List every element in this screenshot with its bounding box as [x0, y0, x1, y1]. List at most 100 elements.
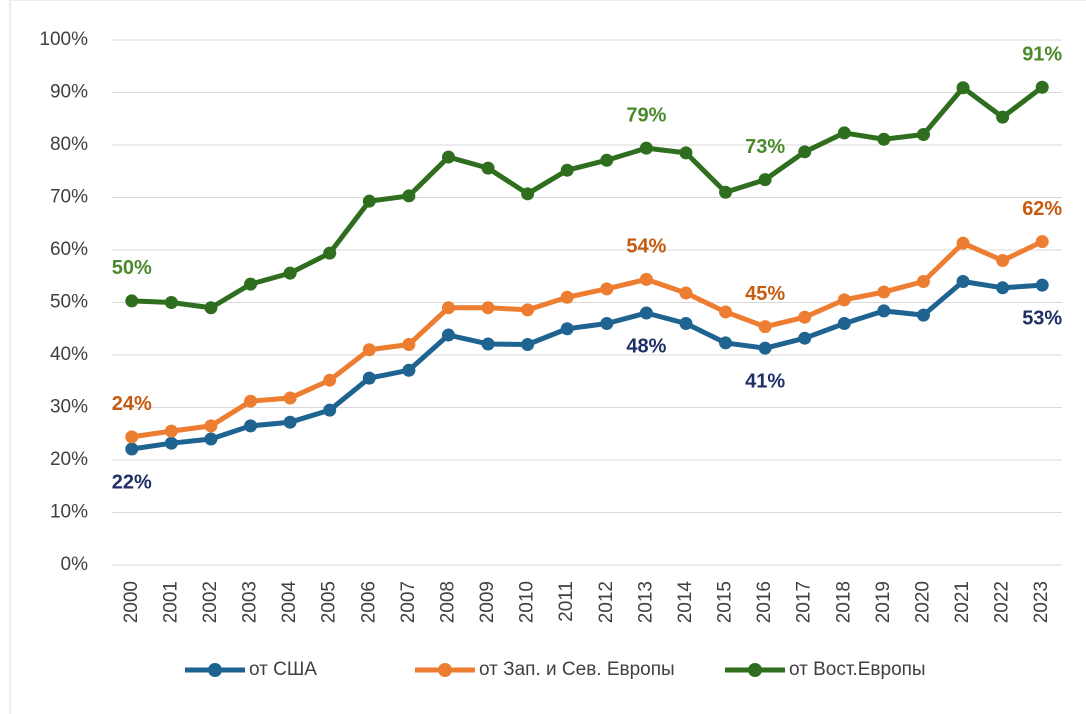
- x-tick-label: 2000: [121, 581, 142, 623]
- data-label: 48%: [626, 335, 666, 357]
- legend-marker: [438, 663, 452, 677]
- x-tick-label: 2020: [912, 581, 933, 623]
- x-tick-label: 2017: [794, 581, 815, 623]
- point: [956, 236, 970, 250]
- point: [323, 246, 337, 260]
- point: [1035, 80, 1049, 94]
- x-tick-label: 2011: [556, 581, 577, 622]
- point: [679, 146, 693, 160]
- point: [758, 173, 772, 187]
- x-tick-label: 2007: [398, 581, 419, 623]
- data-label: 73%: [745, 136, 785, 158]
- data-label: 41%: [745, 370, 785, 392]
- legend-marker: [208, 663, 222, 677]
- point: [639, 272, 653, 286]
- point: [798, 331, 812, 345]
- x-tick-label: 2015: [715, 581, 736, 623]
- point: [125, 430, 139, 444]
- point: [798, 310, 812, 324]
- point: [402, 189, 416, 203]
- y-tick-label: 70%: [50, 187, 88, 208]
- point: [244, 394, 258, 408]
- point: [362, 194, 376, 208]
- point: [877, 285, 891, 299]
- x-tick-label: 2012: [596, 581, 617, 623]
- data-label: 53%: [1022, 307, 1062, 329]
- point: [758, 341, 772, 355]
- y-tick-label: 0%: [61, 554, 89, 575]
- legend-label: от Зап. и Сев. Европы: [479, 659, 675, 680]
- point: [719, 336, 733, 350]
- data-label: 79%: [626, 104, 666, 126]
- point: [679, 286, 693, 300]
- data-label: 91%: [1022, 44, 1062, 66]
- point: [481, 337, 495, 351]
- data-label: 62%: [1022, 198, 1062, 220]
- chart-frame: [9, 0, 1086, 714]
- point: [481, 161, 495, 175]
- y-tick-label: 100%: [39, 29, 88, 50]
- data-label: 24%: [112, 393, 152, 415]
- point: [719, 185, 733, 199]
- point: [996, 281, 1010, 295]
- x-tick-label: 2006: [358, 581, 379, 623]
- point: [164, 424, 178, 438]
- x-tick-label: 2014: [675, 581, 696, 624]
- point: [600, 282, 614, 296]
- point: [996, 254, 1010, 267]
- point: [837, 317, 851, 330]
- point: [481, 301, 495, 315]
- point: [837, 293, 851, 307]
- x-tick-label: 2005: [319, 581, 340, 623]
- x-tick-label: 2010: [517, 581, 538, 623]
- series-line: [131, 239, 1044, 440]
- point: [125, 442, 139, 456]
- point: [362, 343, 376, 357]
- x-tick-label: 2023: [1031, 581, 1052, 623]
- x-tick-label: 2021: [952, 581, 973, 623]
- point: [916, 275, 930, 288]
- point: [639, 306, 653, 320]
- point: [877, 304, 891, 318]
- x-tick-label: 2019: [873, 581, 894, 623]
- point: [204, 419, 218, 433]
- x-tick-label: 2013: [635, 581, 656, 623]
- point: [679, 317, 693, 330]
- point: [283, 415, 297, 429]
- point: [1035, 235, 1049, 249]
- point: [560, 290, 574, 304]
- x-tick-label: 2002: [200, 581, 221, 623]
- y-tick-label: 50%: [50, 292, 88, 313]
- series-line: [131, 85, 1044, 311]
- point: [560, 163, 574, 177]
- point: [283, 266, 297, 280]
- point: [837, 126, 851, 140]
- y-tick-label: 60%: [50, 239, 88, 260]
- y-tick-label: 90%: [50, 82, 88, 103]
- x-tick-label: 2022: [992, 581, 1013, 623]
- point: [916, 308, 930, 322]
- point: [600, 153, 614, 167]
- x-tick-label: 2004: [279, 581, 300, 624]
- y-tick-label: 30%: [50, 397, 88, 418]
- point: [441, 150, 455, 164]
- point: [560, 322, 574, 336]
- point: [362, 371, 376, 385]
- point: [798, 145, 812, 159]
- y-tick-label: 20%: [50, 449, 88, 470]
- point: [600, 317, 614, 330]
- data-label: 54%: [626, 236, 666, 258]
- point: [1035, 278, 1049, 292]
- point: [164, 436, 178, 450]
- point: [521, 338, 535, 351]
- legend-label: от США: [249, 659, 317, 680]
- legend-marker: [748, 663, 762, 677]
- point: [719, 305, 733, 319]
- point: [323, 403, 337, 417]
- data-label: 50%: [112, 257, 152, 279]
- point: [402, 338, 416, 351]
- point: [204, 432, 218, 446]
- point: [323, 373, 337, 387]
- x-tick-label: 2008: [437, 581, 458, 623]
